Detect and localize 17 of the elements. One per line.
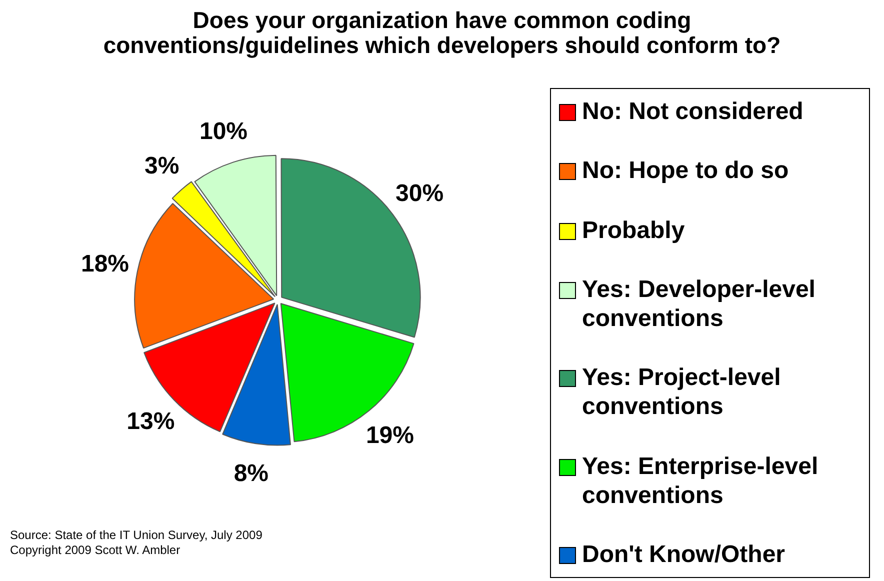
- legend-label: No: Not considered: [582, 97, 804, 126]
- legend-label: Yes: Enterprise-level conventions: [582, 452, 820, 510]
- legend-label: Don't Know/Other: [582, 540, 786, 569]
- data-label: 18%: [80, 250, 130, 278]
- legend-label: No: Hope to do so: [582, 156, 789, 186]
- legend-label: Yes: Project-level conventions: [582, 363, 782, 422]
- data-label: 3%: [144, 152, 180, 180]
- text: Copyright 2009 Scott W. Ambler: [10, 543, 182, 558]
- data-label: 19%: [366, 422, 414, 450]
- legend-label: Probably: [582, 216, 685, 245]
- chart-title: Does your organization have common coding conventions/guidelines which developers should conform to?: [102, 7, 782, 58]
- data-label: 8%: [234, 460, 269, 488]
- legend-label: Yes: Developer-level conventions: [582, 274, 816, 333]
- data-label: 13%: [126, 408, 175, 435]
- data-label: 30%: [395, 180, 444, 208]
- source-note: Source: State of the IT Union Survey, July 2009: [10, 528, 262, 543]
- data-label: 10%: [199, 118, 248, 145]
